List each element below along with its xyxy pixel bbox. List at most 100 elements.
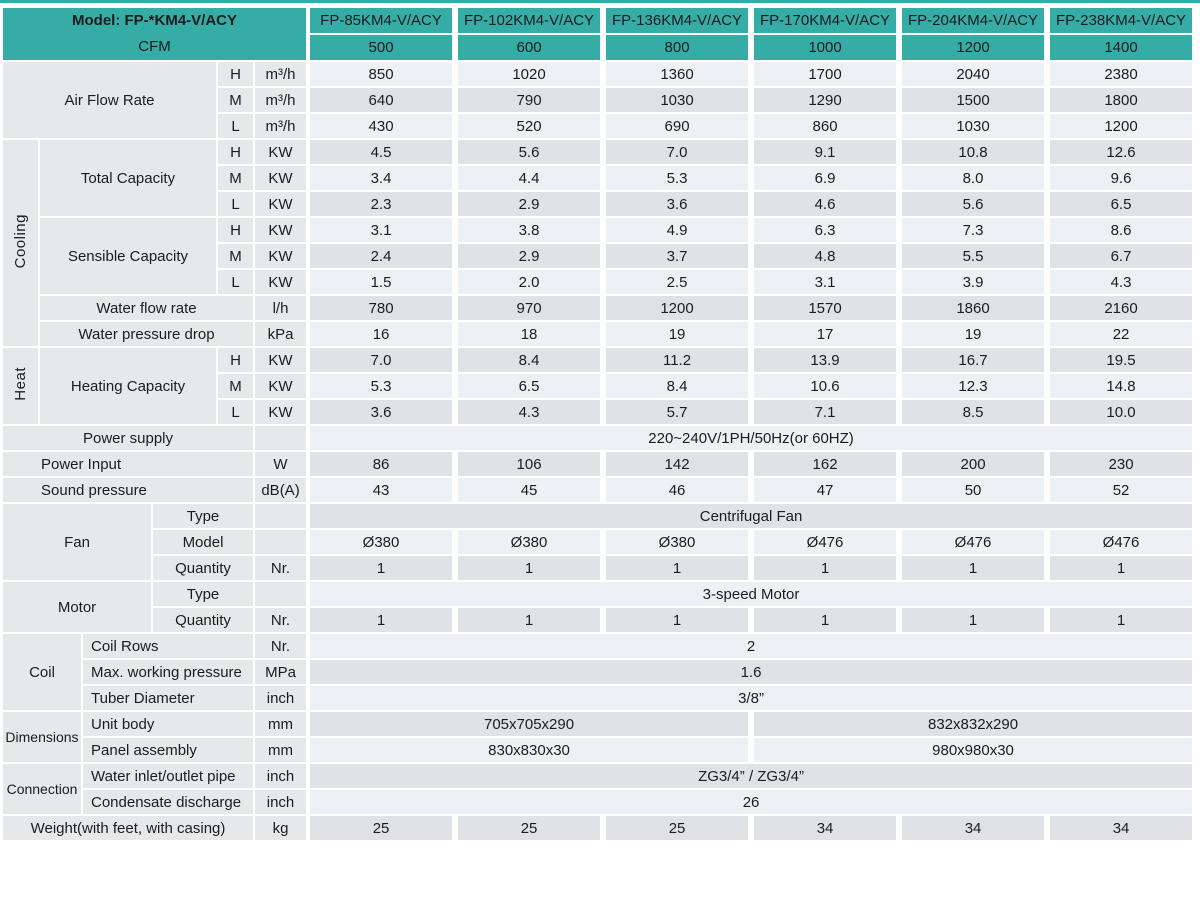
value-cell: 2.9 [455, 191, 604, 217]
value-cell: 8.4 [455, 347, 604, 373]
speed-cell: L [217, 399, 254, 425]
value-cell: 106 [455, 451, 604, 477]
cfm-value-cell: 600 [455, 34, 604, 61]
unit-cell: Nr. [254, 607, 308, 633]
value-cell: 4.3 [455, 399, 604, 425]
speed-cell: H [217, 139, 254, 165]
value-cell: Ø476 [751, 529, 900, 555]
value-cell: 8.0 [899, 165, 1048, 191]
row-label: Type [152, 581, 254, 607]
value-cell: 5.3 [603, 165, 752, 191]
value-cell: 11.2 [603, 347, 752, 373]
value-cell: 640 [307, 87, 456, 113]
row-label: Water flow rate [39, 295, 254, 321]
section-label-heat: Heat [2, 347, 39, 425]
value-cell: 5.6 [455, 139, 604, 165]
unit-cell: Nr. [254, 633, 308, 659]
value-cell: 25 [603, 815, 752, 841]
value-cell: 2040 [899, 61, 1048, 87]
unit-cell: KW [254, 399, 308, 425]
row-water-flow: Water flow rate l/h 780 970 1200 1570 18… [2, 295, 1196, 321]
value-cell: 22 [1047, 321, 1196, 347]
value-cell: 34 [899, 815, 1048, 841]
value-cell: 1030 [603, 87, 752, 113]
unit-cell: mm [254, 737, 308, 763]
row-sensible-l: L KW 1.5 2.0 2.5 3.1 3.9 4.3 [2, 269, 1196, 295]
value-cell: 10.0 [1047, 399, 1196, 425]
value-cell: 4.9 [603, 217, 752, 243]
value-cell: 850 [307, 61, 456, 87]
unit-cell: KW [254, 347, 308, 373]
value-cell: 50 [899, 477, 1048, 503]
unit-cell: kPa [254, 321, 308, 347]
section-label-cooling: Cooling [2, 139, 39, 347]
unit-cell-empty [254, 581, 308, 607]
model-header-cell: FP-238KM4-V/ACY [1047, 7, 1196, 34]
unit-cell: KW [254, 217, 308, 243]
speed-cell: M [217, 373, 254, 399]
speed-cell: M [217, 87, 254, 113]
value-cell: 13.9 [751, 347, 900, 373]
row-label: Total Capacity [39, 139, 217, 217]
speed-cell: M [217, 165, 254, 191]
value-cell: 1 [307, 555, 456, 581]
row-label: Tuber Diameter [82, 685, 254, 711]
value-cell: Ø476 [1047, 529, 1196, 555]
value-cell: 4.5 [307, 139, 456, 165]
value-cell: 1030 [899, 113, 1048, 139]
value-cell: 1 [751, 555, 900, 581]
value-cell: ZG3/4” / ZG3/4” [307, 763, 1196, 789]
row-label: Coil Rows [82, 633, 254, 659]
value-cell: 162 [751, 451, 900, 477]
model-title-cell: Model: FP-*KM4-V/ACY CFM [2, 7, 308, 61]
cfm-title: CFM [138, 38, 171, 55]
row-label: Unit body [82, 711, 254, 737]
value-cell: 25 [307, 815, 456, 841]
row-airflow-m: M m³/h 640 790 1030 1290 1500 1800 [2, 87, 1196, 113]
value-cell: 1200 [1047, 113, 1196, 139]
unit-cell: KW [254, 243, 308, 269]
value-cell: 16 [307, 321, 456, 347]
value-cell: 4.3 [1047, 269, 1196, 295]
row-power-supply: Power supply 220~240V/1PH/50Hz(or 60HZ) [2, 425, 1196, 451]
value-cell: 1 [899, 607, 1048, 633]
unit-cell: KW [254, 165, 308, 191]
row-fan-type: Fan Type Centrifugal Fan [2, 503, 1196, 581]
row-label: Model [152, 529, 254, 555]
value-cell: 46 [603, 477, 752, 503]
value-cell: 7.3 [899, 217, 1048, 243]
row-label: Heating Capacity [39, 347, 217, 425]
row-label: Power Input [2, 451, 254, 477]
value-cell: 1 [751, 607, 900, 633]
speed-cell: H [217, 347, 254, 373]
value-cell: 3.4 [307, 165, 456, 191]
unit-cell-empty [254, 529, 308, 555]
model-header-cell: FP-204KM4-V/ACY [899, 7, 1048, 34]
value-cell: 5.6 [899, 191, 1048, 217]
row-sensible-h: Sensible Capacity H KW 3.1 3.8 4.9 6.3 7… [2, 217, 1196, 295]
row-label: Condensate discharge [82, 789, 254, 815]
value-cell: 705x705x290 [307, 711, 752, 737]
row-total-m: M KW 3.4 4.4 5.3 6.9 8.0 9.6 [2, 165, 1196, 191]
section-label-fan: Fan [2, 503, 152, 581]
value-cell: 10.8 [899, 139, 1048, 165]
row-unit-body: Dimensions Unit body mm 705x705x290 832x… [2, 711, 1196, 763]
row-sensible-m: M KW 2.4 2.9 3.7 4.8 5.5 6.7 [2, 243, 1196, 269]
speed-cell: M [217, 243, 254, 269]
row-airflow-h: Air Flow Rate H m³/h 850 1020 1360 1700 … [2, 61, 1196, 139]
header-row-cfm: 500 600 800 1000 1200 1400 [2, 34, 1196, 61]
value-cell: 1 [603, 607, 752, 633]
value-cell: 4.4 [455, 165, 604, 191]
value-cell: 45 [455, 477, 604, 503]
unit-cell: inch [254, 763, 308, 789]
value-cell: 1570 [751, 295, 900, 321]
row-motor-type: Motor Type 3-speed Motor [2, 581, 1196, 633]
value-cell: 8.4 [603, 373, 752, 399]
value-cell: 26 [307, 789, 1196, 815]
value-cell: 3.9 [899, 269, 1048, 295]
unit-cell-empty [254, 425, 308, 451]
value-cell: 2160 [1047, 295, 1196, 321]
value-cell: 8.6 [1047, 217, 1196, 243]
value-cell: 1200 [603, 295, 752, 321]
value-cell: Centrifugal Fan [307, 503, 1196, 529]
